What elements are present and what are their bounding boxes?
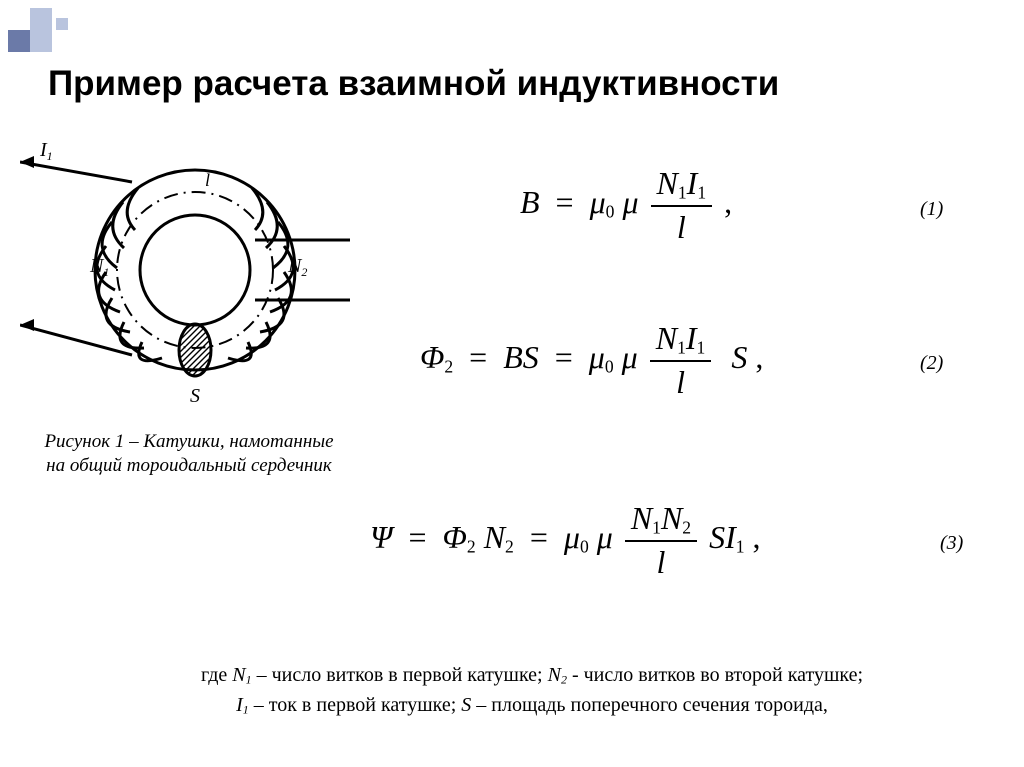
label-S: S — [190, 385, 200, 407]
label-l: l — [205, 170, 210, 190]
variable-legend: где N1 – число витков в первой катушке; … — [80, 660, 984, 720]
svg-text:N2: N2 — [287, 255, 307, 279]
svg-text:I1: I1 — [39, 140, 53, 163]
equation-1-number: (1) — [920, 198, 943, 221]
equation-2: Φ2 = BS = μ0 μ N1I1 l S , — [420, 320, 763, 401]
equation-2-number: (2) — [920, 352, 943, 375]
equation-3-number: (3) — [940, 532, 963, 555]
figure-caption: Рисунок 1 – Катушки, намотанные на общий… — [34, 430, 344, 478]
toroid-figure: I1 N1 N2 l S — [20, 140, 350, 425]
page-title: Пример расчета взаимной индуктивности — [48, 64, 994, 104]
equation-3: Ψ = Φ2 N2 = μ0 μ N1N2 l SI1 , — [370, 500, 761, 581]
equation-1: B = μ0 μ N1I1 l , — [520, 165, 732, 246]
